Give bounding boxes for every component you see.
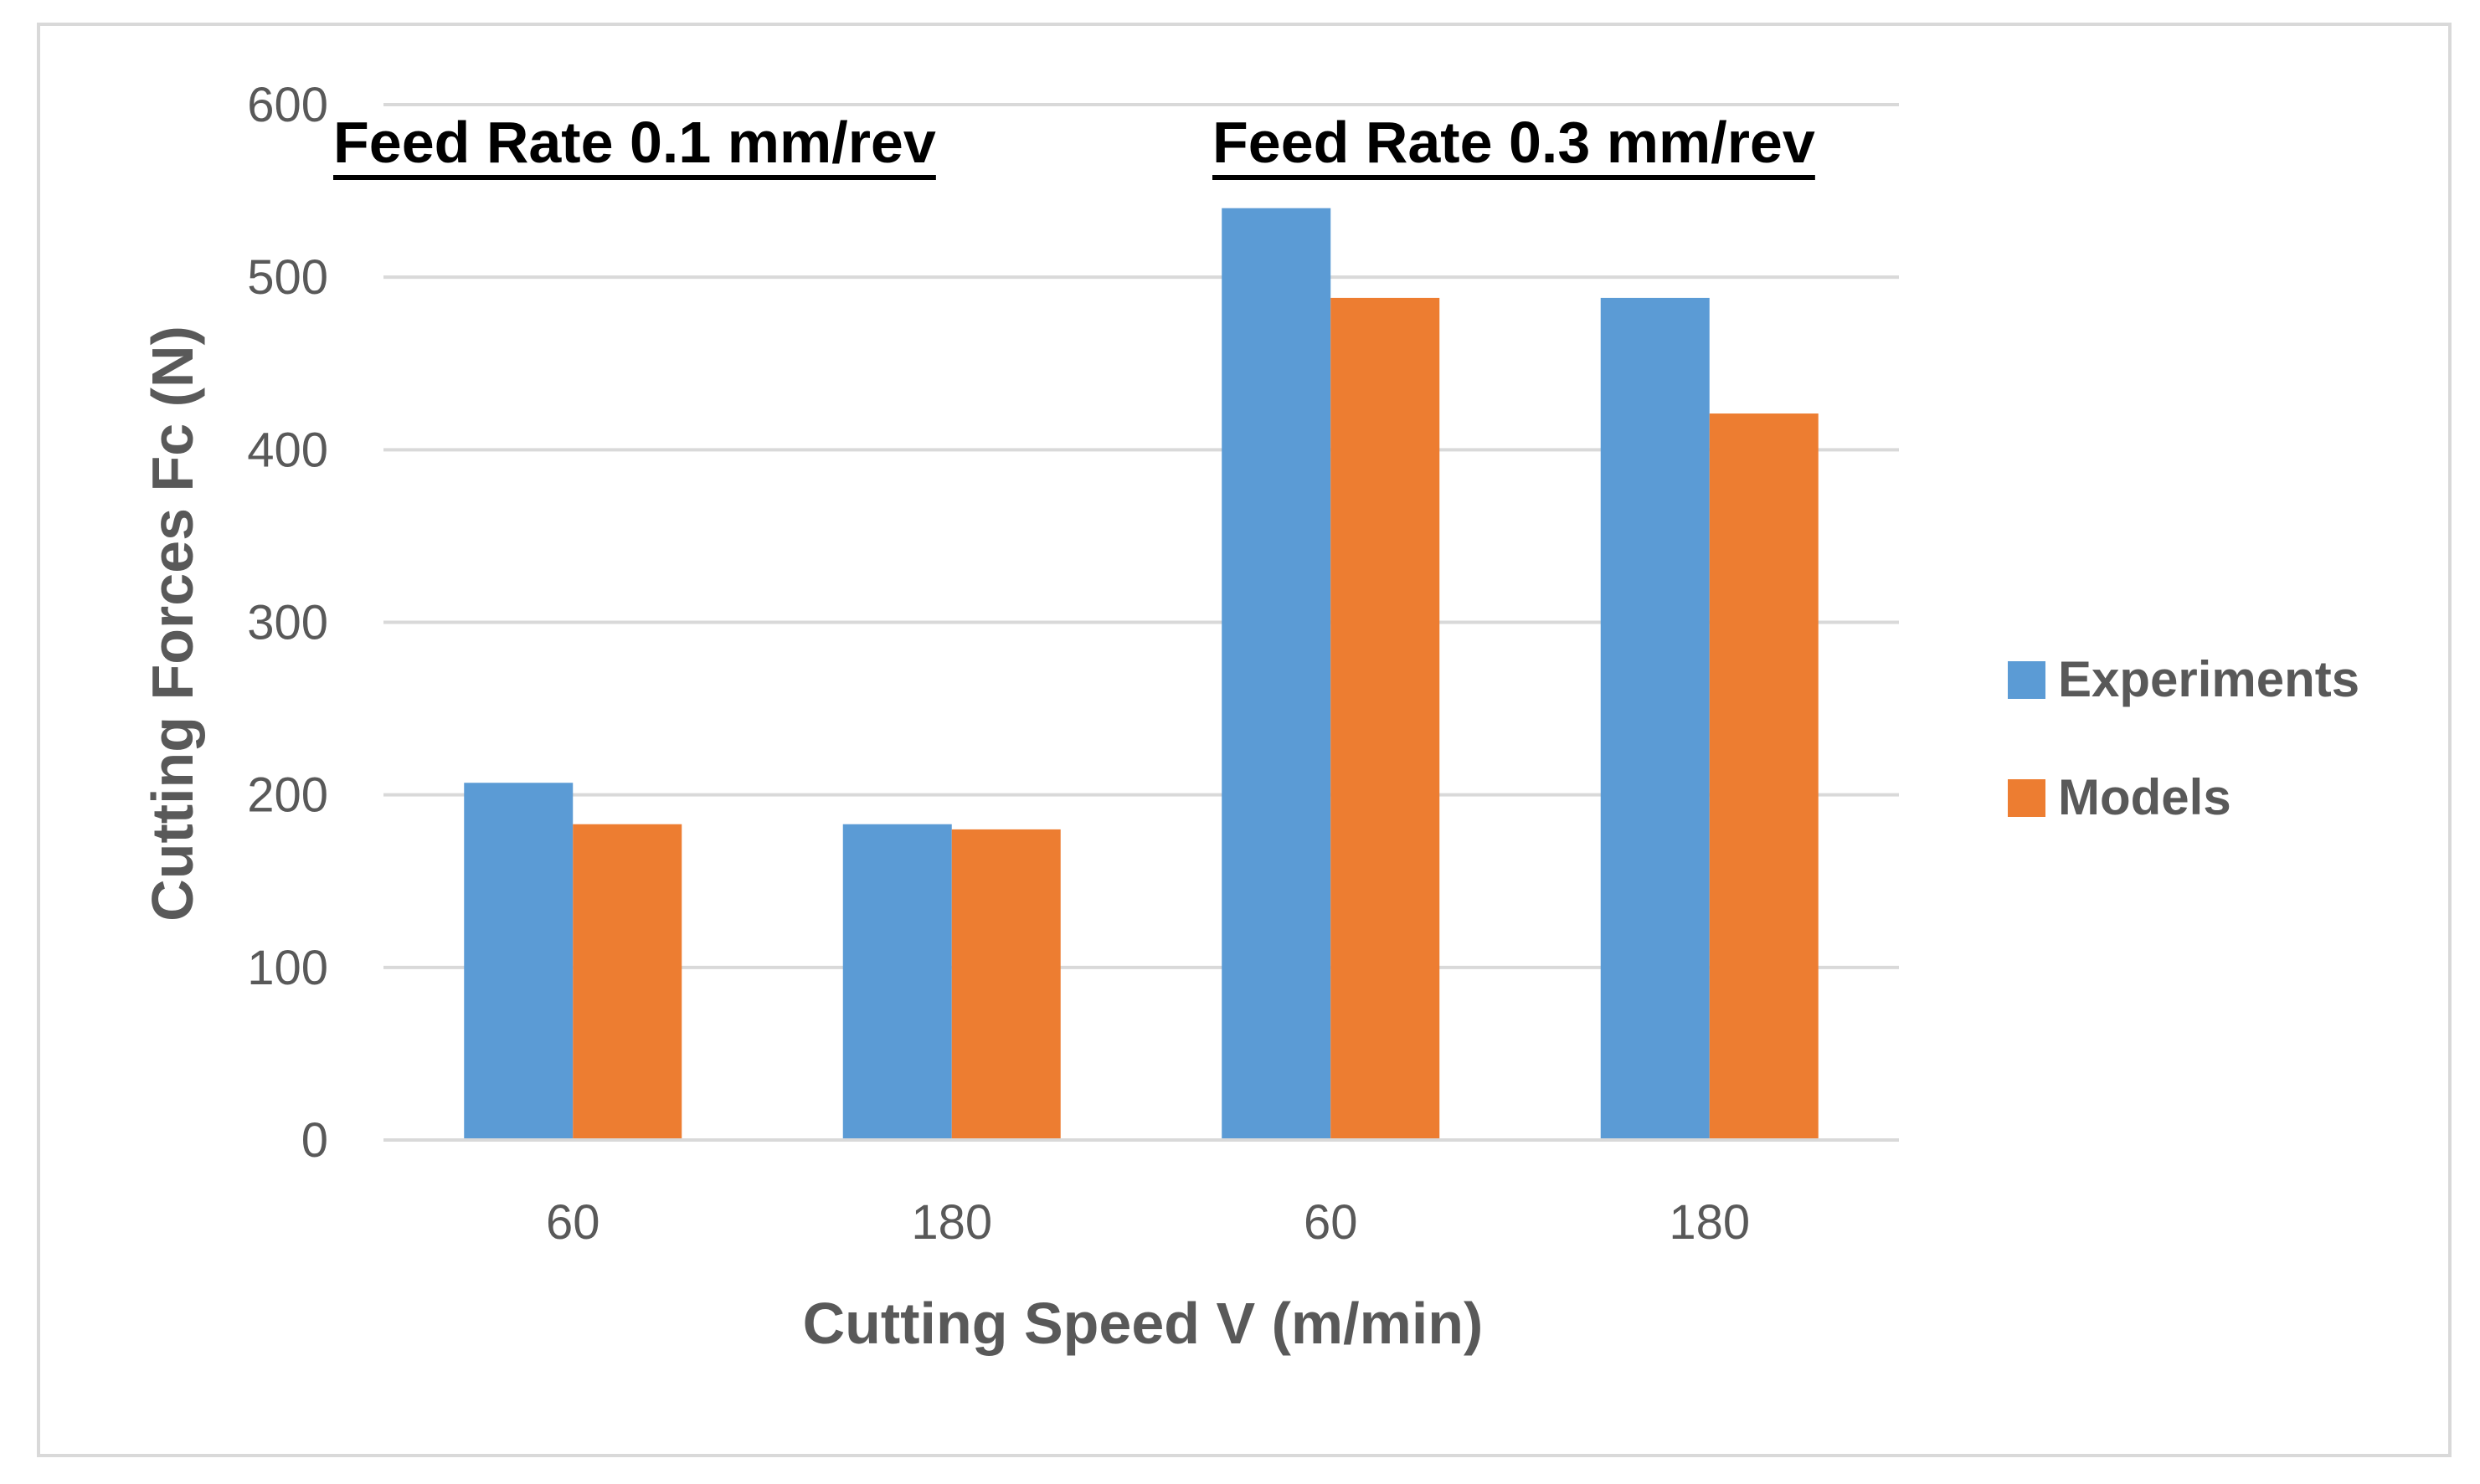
x-tick-label: 180 (1669, 1195, 1750, 1250)
bar-models (1330, 297, 1440, 1140)
bar-experiments (464, 783, 574, 1140)
y-tick-label: 0 (301, 1113, 328, 1168)
group-labels: Feed Rate 0.1 mm/rev Feed Rate 0.3 mm/rev (333, 110, 1815, 180)
bars (383, 208, 1899, 1142)
x-tick-labels: 60 180 60 180 (546, 1195, 1750, 1250)
bar-experiments (1600, 297, 1710, 1140)
group-label: Feed Rate 0.1 mm/rev (333, 110, 936, 175)
y-tick-label: 100 (247, 941, 328, 995)
y-tick-label: 600 (247, 78, 328, 132)
y-axis-title: Cutting Forces Fc (N) (140, 326, 205, 922)
legend-label: Models (2058, 769, 2231, 825)
legend-label: Experiments (2058, 651, 2359, 707)
legend: Experiments Models (2008, 651, 2359, 825)
y-tick-labels: 0 100 200 300 400 500 600 (247, 78, 328, 1168)
x-tick-label: 180 (911, 1195, 992, 1250)
legend-swatch (2008, 661, 2045, 699)
y-tick-label: 300 (247, 596, 328, 650)
x-tick-label: 60 (546, 1195, 600, 1250)
bar-models (951, 829, 1061, 1140)
legend-swatch (2008, 779, 2045, 817)
x-axis-title: Cutting Speed V (m/min) (803, 1291, 1484, 1356)
y-tick-label: 200 (247, 768, 328, 823)
bar-models (573, 824, 682, 1140)
bar-experiments (842, 824, 952, 1140)
group-label: Feed Rate 0.3 mm/rev (1212, 110, 1815, 175)
bar-experiments (1222, 208, 1331, 1141)
x-tick-label: 60 (1304, 1195, 1358, 1250)
bar-models (1709, 413, 1819, 1140)
y-tick-label: 500 (247, 250, 328, 305)
y-tick-label: 400 (247, 423, 328, 477)
